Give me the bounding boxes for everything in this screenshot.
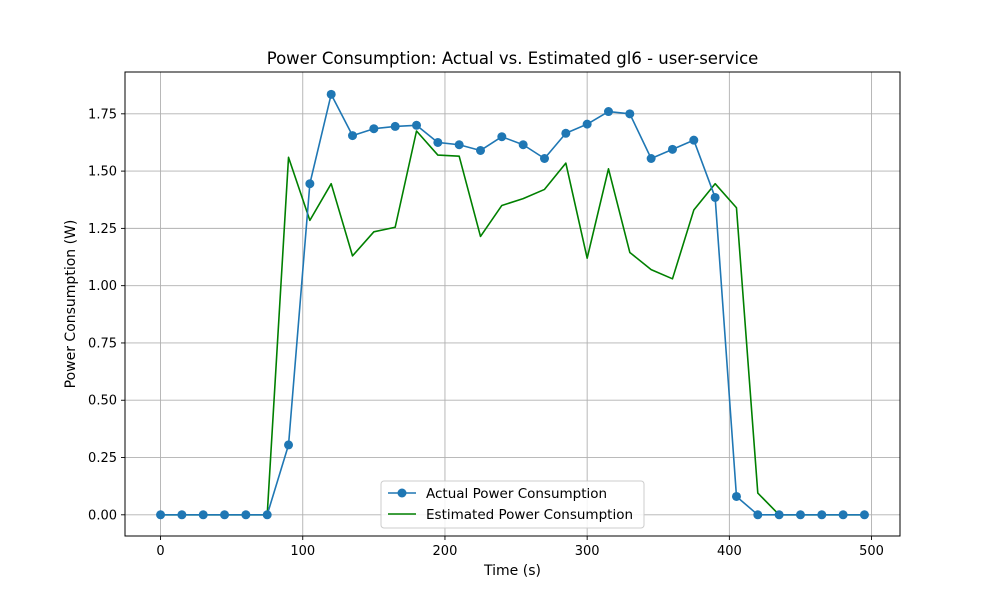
data-point-actual bbox=[305, 179, 315, 189]
data-point-actual bbox=[838, 510, 848, 520]
data-point-actual bbox=[859, 510, 869, 520]
data-point-actual bbox=[454, 140, 464, 150]
data-point-actual bbox=[156, 510, 166, 520]
chart-title: Power Consumption: Actual vs. Estimated … bbox=[267, 49, 759, 68]
data-point-actual bbox=[220, 510, 230, 520]
data-point-actual bbox=[689, 135, 699, 145]
data-point-actual bbox=[433, 137, 443, 147]
legend-marker-actual bbox=[397, 488, 407, 498]
data-point-actual bbox=[262, 510, 272, 520]
data-point-actual bbox=[348, 131, 358, 141]
data-point-actual bbox=[539, 153, 549, 163]
y-tick-label: 1.75 bbox=[88, 107, 117, 122]
series-layer bbox=[156, 89, 869, 520]
x-tick-label: 500 bbox=[859, 544, 884, 559]
data-point-actual bbox=[710, 192, 720, 202]
data-point-actual bbox=[646, 153, 656, 163]
grid-lines bbox=[125, 72, 900, 536]
data-point-actual bbox=[795, 510, 805, 520]
series-line-estimated bbox=[160, 130, 865, 516]
y-tick-label: 0.75 bbox=[88, 336, 117, 351]
series-line-actual bbox=[160, 93, 865, 516]
data-point-actual bbox=[369, 124, 379, 134]
data-point-actual bbox=[476, 145, 486, 155]
data-point-actual bbox=[241, 510, 251, 520]
x-axis-title: Time (s) bbox=[483, 563, 541, 579]
x-tick-label: 0 bbox=[156, 544, 164, 559]
data-point-actual bbox=[412, 120, 422, 130]
legend-label-estimated: Estimated Power Consumption bbox=[426, 507, 633, 523]
data-point-actual bbox=[625, 109, 635, 119]
data-point-actual bbox=[284, 440, 294, 450]
x-tick-label: 100 bbox=[290, 544, 315, 559]
data-point-actual bbox=[731, 491, 741, 501]
y-axis-title: Power Consumption (W) bbox=[63, 220, 79, 389]
data-point-actual bbox=[817, 510, 827, 520]
data-point-actual bbox=[582, 119, 592, 129]
legend-box bbox=[380, 480, 645, 529]
data-point-actual bbox=[561, 128, 571, 138]
x-tick-label: 300 bbox=[575, 544, 600, 559]
data-point-actual bbox=[667, 144, 677, 154]
y-tick-label: 0.50 bbox=[88, 394, 117, 409]
data-point-actual bbox=[326, 89, 336, 99]
axis-ticks: 0 100 200 300 400 500 0.00 0.25 0.50 0.75 1.00 1.25… bbox=[88, 107, 884, 559]
data-point-actual bbox=[753, 510, 763, 520]
x-tick-label: 200 bbox=[433, 544, 458, 559]
data-point-actual bbox=[497, 132, 507, 142]
y-tick-label: 1.50 bbox=[88, 165, 117, 180]
data-point-actual bbox=[198, 510, 208, 520]
y-tick-label: 1.25 bbox=[88, 222, 117, 237]
data-point-actual bbox=[177, 510, 187, 520]
data-point-actual bbox=[390, 121, 400, 131]
y-tick-label: 0.00 bbox=[88, 508, 117, 523]
legend-label-actual: Actual Power Consumption bbox=[426, 486, 607, 502]
data-point-actual bbox=[603, 107, 613, 117]
x-tick-label: 400 bbox=[717, 544, 742, 559]
legend: Actual Power Consumption Estimated Power… bbox=[380, 480, 645, 529]
data-point-actual bbox=[518, 140, 528, 150]
y-tick-label: 1.00 bbox=[88, 279, 117, 294]
data-point-actual bbox=[774, 510, 784, 520]
plot-frame bbox=[124, 71, 901, 537]
y-tick-label: 0.25 bbox=[88, 451, 117, 466]
